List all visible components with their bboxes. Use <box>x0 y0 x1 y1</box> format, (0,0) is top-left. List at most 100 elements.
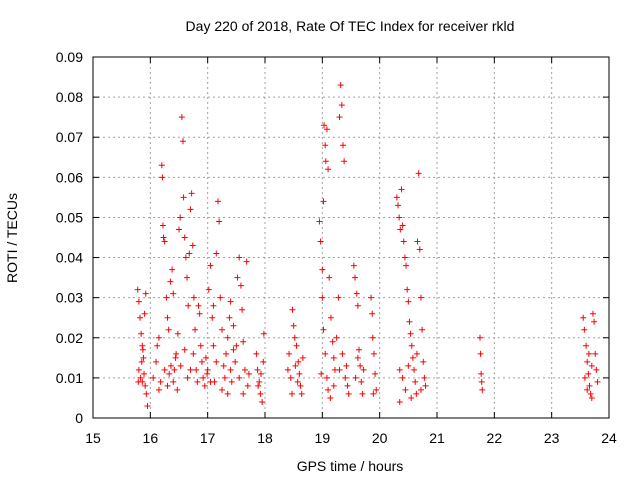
data-point-marker <box>202 354 209 361</box>
data-point-marker <box>370 390 377 397</box>
data-point-marker <box>230 322 237 329</box>
data-point-marker <box>356 346 363 353</box>
data-point-marker <box>319 266 326 273</box>
data-point-marker <box>323 126 330 133</box>
x-axis-ticks: 15 16 17 18 19 20 21 22 23 24 <box>85 57 617 446</box>
data-point-marker <box>192 326 199 333</box>
data-point-marker <box>358 378 365 385</box>
data-point-marker <box>170 290 177 297</box>
data-point-marker <box>413 390 420 397</box>
data-point-marker <box>413 350 420 357</box>
data-point-marker <box>161 366 168 373</box>
data-point-marker <box>135 298 142 305</box>
data-point-marker <box>587 390 594 397</box>
data-point-marker <box>187 366 194 373</box>
data-point-marker <box>330 382 337 389</box>
data-point-marker <box>585 350 592 357</box>
data-point-marker <box>172 354 179 361</box>
data-point-marker <box>236 374 243 381</box>
data-point-marker <box>325 166 332 173</box>
data-point-marker <box>150 374 157 381</box>
data-point-marker <box>204 366 211 373</box>
x-tick-label: 21 <box>429 430 445 446</box>
data-point-marker <box>241 366 248 373</box>
data-point-marker <box>406 318 413 325</box>
data-point-marker <box>415 170 422 177</box>
data-point-marker <box>338 102 345 109</box>
data-point-marker <box>585 370 592 377</box>
data-point-marker <box>581 326 588 333</box>
data-point-marker <box>588 362 595 369</box>
data-point-marker <box>335 294 342 301</box>
y-tick-label: 0.06 <box>56 169 83 185</box>
data-point-marker <box>159 174 166 181</box>
data-point-marker <box>288 390 295 397</box>
data-point-marker <box>256 378 263 385</box>
data-point-marker <box>580 314 587 321</box>
data-point-marker <box>419 326 426 333</box>
data-point-marker <box>372 370 379 377</box>
data-point-marker <box>581 374 588 381</box>
y-tick-label: 0.02 <box>56 330 83 346</box>
data-point-marker <box>181 234 188 241</box>
data-point-marker <box>299 354 306 361</box>
data-point-marker <box>592 350 599 357</box>
data-point-marker <box>583 342 590 349</box>
data-point-marker <box>173 350 180 357</box>
data-point-marker <box>163 294 170 301</box>
data-point-marker <box>329 338 336 345</box>
chart-title: Day 220 of 2018, Rate Of TEC Index for r… <box>186 18 515 34</box>
data-point-marker <box>478 370 485 377</box>
data-point-marker <box>198 358 205 365</box>
data-point-marker <box>337 82 344 89</box>
data-point-marker <box>190 294 197 301</box>
data-points <box>134 82 601 409</box>
data-point-marker <box>399 374 406 381</box>
data-point-marker <box>155 334 162 341</box>
data-point-marker <box>320 198 327 205</box>
data-point-marker <box>360 366 367 373</box>
data-point-marker <box>217 294 224 301</box>
data-point-marker <box>141 370 148 377</box>
data-point-marker <box>257 370 264 377</box>
data-point-marker <box>341 158 348 165</box>
x-tick-label: 18 <box>257 430 273 446</box>
data-point-marker <box>178 114 185 121</box>
data-point-marker <box>240 390 247 397</box>
data-point-marker <box>408 394 415 401</box>
data-point-marker <box>196 310 203 317</box>
data-point-marker <box>290 322 297 329</box>
x-tick-label: 24 <box>601 430 617 446</box>
data-point-marker <box>234 274 241 281</box>
data-point-marker <box>350 262 357 269</box>
data-point-marker <box>154 342 161 349</box>
data-point-marker <box>369 310 376 317</box>
data-point-marker <box>259 398 266 405</box>
data-point-marker <box>584 386 591 393</box>
data-point-marker <box>289 306 296 313</box>
data-point-marker <box>354 302 361 309</box>
data-point-marker <box>236 254 243 261</box>
data-point-marker <box>210 302 217 309</box>
data-point-marker <box>167 362 174 369</box>
data-point-marker <box>325 386 332 393</box>
data-point-marker <box>232 358 239 365</box>
data-point-marker <box>342 374 349 381</box>
data-point-marker <box>213 250 220 257</box>
data-point-marker <box>316 218 323 225</box>
data-point-marker <box>317 238 324 245</box>
data-point-marker <box>396 366 403 373</box>
data-point-marker <box>139 346 146 353</box>
data-point-marker <box>393 194 400 201</box>
data-point-marker <box>411 366 418 373</box>
data-point-marker <box>177 362 184 369</box>
data-point-marker <box>254 366 261 373</box>
data-point-marker <box>153 358 160 365</box>
data-point-marker <box>159 222 166 229</box>
data-point-marker <box>155 386 162 393</box>
data-point-marker <box>190 350 197 357</box>
data-point-marker <box>260 330 267 337</box>
data-point-marker <box>193 366 200 373</box>
data-point-marker <box>417 294 424 301</box>
y-tick-label: 0.01 <box>56 370 83 386</box>
